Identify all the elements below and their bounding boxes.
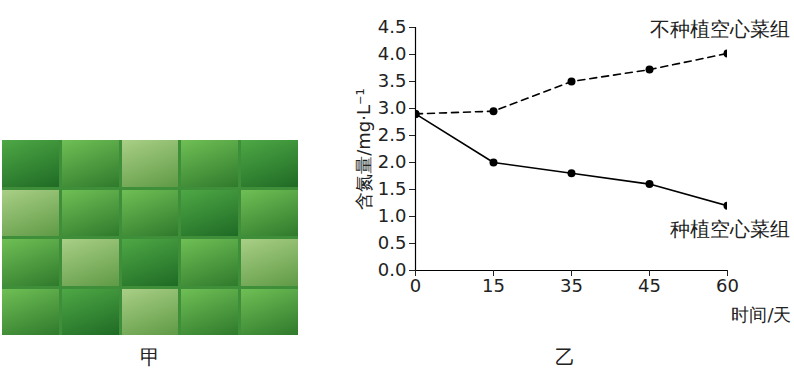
svg-text:0.0: 0.0 bbox=[378, 259, 407, 280]
svg-text:4.5: 4.5 bbox=[378, 16, 407, 37]
svg-text:1.0: 1.0 bbox=[378, 205, 407, 226]
svg-text:3.0: 3.0 bbox=[378, 97, 407, 118]
html-text:甲: 甲 bbox=[140, 345, 160, 369]
svg-text:35: 35 bbox=[560, 275, 583, 296]
svg-text:含氮量/mg·L⁻¹: 含氮量/mg·L⁻¹ bbox=[353, 88, 374, 210]
svg-text:0.5: 0.5 bbox=[378, 232, 407, 253]
svg-text:2.5: 2.5 bbox=[378, 124, 407, 145]
svg-text:15: 15 bbox=[482, 275, 505, 296]
svg-text:时间/天: 时间/天 bbox=[731, 304, 791, 325]
svg-text:1.5: 1.5 bbox=[378, 178, 407, 199]
svg-text:45: 45 bbox=[638, 275, 661, 296]
svg-text:4.0: 4.0 bbox=[378, 43, 407, 64]
svg-text:2.0: 2.0 bbox=[378, 151, 407, 172]
svg-text:种植空心菜组: 种植空心菜组 bbox=[670, 217, 790, 241]
html-text:乙: 乙 bbox=[555, 345, 575, 369]
svg-text:60: 60 bbox=[716, 275, 739, 296]
svg-text:不种植空心菜组: 不种植空心菜组 bbox=[650, 17, 790, 41]
svg-text:0: 0 bbox=[410, 275, 421, 296]
svg-text:3.5: 3.5 bbox=[378, 70, 407, 91]
